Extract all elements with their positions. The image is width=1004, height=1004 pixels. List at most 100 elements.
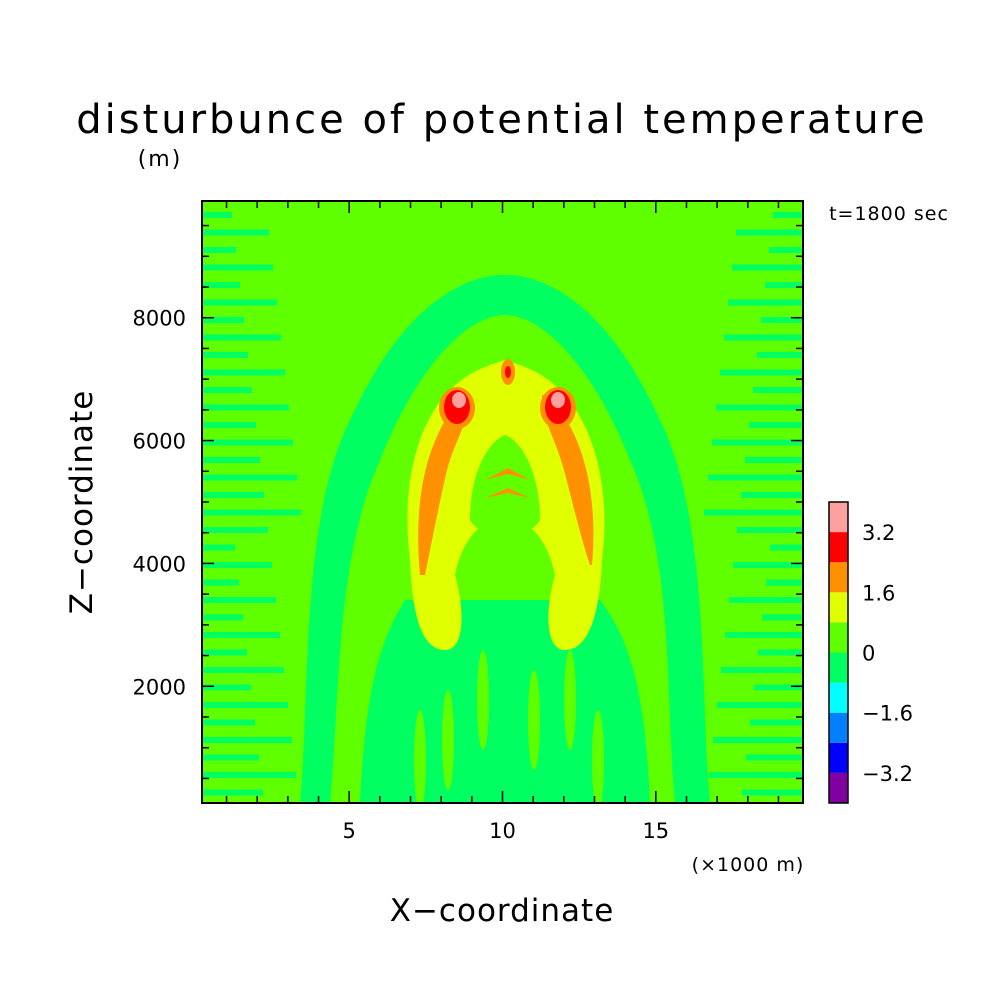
colorbar-swatch [829,652,848,683]
band-right [708,474,803,481]
band-right [753,387,803,393]
band-left [202,369,285,376]
contour-lower-neg [360,600,650,803]
colorbar-label: 1.6 [862,581,895,605]
band-left [202,212,232,218]
band-right [737,527,803,533]
band-left [202,719,255,726]
band-left [202,247,236,253]
band-left [202,754,259,761]
max-right-pink [551,392,565,408]
band-left [202,614,243,621]
band-left [202,562,272,568]
band-right [758,649,803,656]
streak [442,690,454,790]
band-right [757,352,803,358]
streak [528,670,540,770]
band-right [732,264,803,271]
band-right [704,509,803,516]
band-left [202,229,269,236]
streak [564,650,576,750]
streak [477,650,489,750]
band-left [202,282,240,288]
band-right [736,229,803,236]
chart-title: disturbunce of potential temperature [76,97,928,143]
band-right [716,404,803,411]
band-left [202,772,296,778]
band-right [733,562,803,568]
band-left [202,422,256,428]
band-left [202,317,244,323]
arc-left [418,395,470,575]
band-right [749,422,803,428]
band-left [202,667,284,673]
band-right [750,719,803,726]
colorbar-swatch [829,532,848,563]
band-right [729,597,803,603]
y-tick-label: 8000 [133,307,186,331]
band-left [202,579,239,586]
contour-fills [202,212,803,803]
band-left [202,789,263,796]
band-left [202,264,273,271]
band-right [770,544,803,551]
time-annotation: t=1800 sec [829,203,949,225]
y-axis-ticks: 2000 4000 6000 8000 [133,224,803,780]
band-left [202,737,292,743]
colorbar-frame [828,501,849,804]
y-tick-label: 2000 [133,675,186,699]
band-right [721,667,803,673]
band-right [745,457,803,463]
band-right [765,282,803,288]
x-tick-label: 5 [342,819,355,843]
y-tick-label: 6000 [133,430,186,454]
colorbar-swatch [829,682,848,713]
colorbar: −3.2 −1.6 0 1.6 3.2 [828,501,913,804]
colorbar-swatch [829,742,848,773]
band-right [712,439,803,446]
colorbar-swatch [829,562,848,593]
colorbar-swatch [829,712,848,743]
band-right [769,247,803,253]
band-left [202,632,280,638]
band-right [773,212,803,218]
x-axis-label: X−coordinate [390,893,615,929]
streak [592,710,604,803]
colorbar-swatch [829,502,848,533]
streak [414,710,426,803]
colorbar-label: 3.2 [862,521,895,545]
x-axis-unit: (×1000 m) [692,854,805,876]
arc-right [542,395,594,565]
colorbar-label: −1.6 [862,702,913,726]
band-right [717,702,803,708]
band-left [202,334,281,341]
band-left [202,684,251,691]
x-tick-label: 15 [642,819,669,843]
band-right [724,334,803,341]
chevron [485,468,530,480]
band-left [202,404,289,411]
max-left-pink [452,392,466,408]
band-right [761,317,803,323]
band-right [741,492,803,498]
plume-core-gap [470,435,540,535]
band-right [742,789,803,796]
band-left [202,439,293,446]
band-left [202,457,260,463]
band-right [754,684,803,691]
x-axis-ticks: 5 10 15 [225,201,780,843]
plot-area [202,201,803,803]
band-left [202,544,235,551]
colorbar-label: −3.2 [862,762,913,786]
band-left [202,527,268,533]
band-right [709,772,803,778]
max-top-red [505,366,511,378]
band-left [202,649,247,656]
chart-subtitle: (m) [138,147,183,172]
band-left [202,474,297,481]
colorbar-swatch [829,592,848,623]
band-left [202,299,277,306]
y-tick-label: 4000 [133,552,186,576]
band-left [202,702,288,708]
